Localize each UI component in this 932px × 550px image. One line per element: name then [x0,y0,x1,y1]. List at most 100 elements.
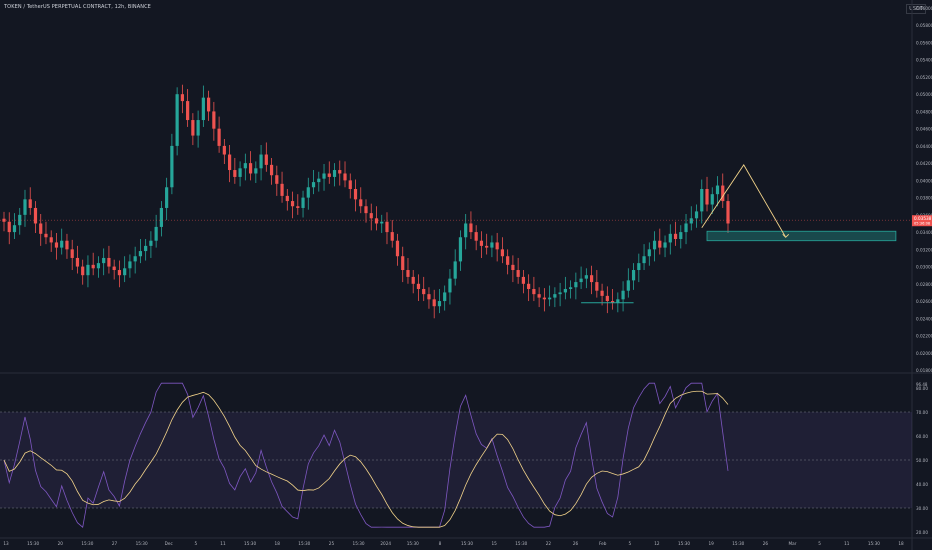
time-tick-label: 25 [329,541,335,546]
time-tick-label: 15:30 [298,541,310,546]
time-tick-label: 12 [654,541,660,546]
candle-body [490,242,494,248]
candle-body [689,218,693,224]
rsi-line [3,382,729,528]
candle-body [374,218,379,224]
candle-body [65,240,69,250]
rsi-tick-label: 20.00 [916,530,928,535]
candle-body [96,263,101,269]
price-tick-label: 0.04200 [916,161,932,166]
time-tick-label: 19 [708,541,714,546]
axes: 0.06000 0.05800 0.05600 0.05400 0.05200 0.050… [3,6,932,546]
candle-body [233,170,237,177]
candle-body [264,154,268,165]
candle-body [479,240,484,246]
candle-body [406,270,410,277]
time-tick-label: 11 [844,541,850,546]
last-price-value: 0.03538 [914,216,932,221]
candle-body [39,223,43,234]
time-tick-label: 15:30 [515,541,527,546]
candle-body [537,294,541,298]
price-tick-label: 0.02000 [916,351,932,356]
candle-body [668,233,672,243]
candle-body [647,249,651,257]
candle-body [138,251,143,257]
candle-body [631,270,636,281]
price-tick-label: 0.04600 [916,127,932,132]
candle-body [275,175,279,184]
candle-body [112,266,116,271]
candle-body [180,94,184,102]
rsi-pane [0,382,912,528]
candle-body [600,290,604,296]
candle-body [54,242,59,248]
candle-body [348,180,352,189]
candle-body [117,270,122,276]
candle-body [390,232,394,241]
demand-zone [706,230,897,242]
candle-body [563,288,567,293]
candle-body [710,194,714,205]
candle-body [280,183,284,196]
candle-body [474,232,478,241]
candle-body [7,221,11,233]
candle-body [296,206,300,208]
currency-label[interactable]: USDT [906,4,926,14]
candle-body [248,163,253,174]
candle-body [673,233,678,239]
candle-body [102,257,106,264]
candle-body [306,187,310,198]
candle-body [133,256,137,262]
candle-body [338,170,342,174]
time-tick-label: 15:30 [353,541,365,546]
last-price-badge [912,215,932,227]
candle-body [359,199,363,207]
candle-body [726,201,730,224]
pattern-arrow [782,233,790,238]
candle-body [642,256,646,264]
price-tick-label: 0.02200 [916,334,932,339]
price-tick-label: 0.04400 [916,144,932,149]
candle-body [380,221,384,224]
candle-body [553,294,557,298]
candle-body [705,189,709,205]
time-tick-label: 15:30 [407,541,419,546]
chart-title: TOKEN / TetherUS PERPETUAL CONTRACT, 12h… [4,4,151,10]
candle-body [558,292,562,295]
candle-body [86,264,90,276]
rsi-tick-label: 80.00 [916,386,928,391]
candle-body [621,290,625,300]
candle-body [149,240,153,246]
candle-body [301,197,305,208]
candle-body [464,223,468,238]
candle-body [18,214,22,226]
candle-body [432,299,436,307]
candle-body [443,292,447,302]
candle-body [584,275,588,279]
candle-body [91,264,95,269]
candle-body [715,185,720,195]
price-tick-label: 0.02600 [916,299,932,304]
candle-body [369,213,373,219]
rsi-tick-label: 60.00 [916,434,928,439]
candle-body [616,299,620,303]
candle-body [469,223,473,233]
price-tick-label: 0.05200 [916,75,932,80]
candle-body [269,164,274,176]
overlays [0,164,912,304]
last-price-countdown: 05:36:08 [914,222,931,226]
candle-body [364,206,368,214]
candle-body [332,170,337,177]
candle-body [238,168,242,177]
candle-body [33,207,38,224]
candle-body [422,288,426,295]
price-tick-label: 0.02400 [916,316,932,321]
candle-body [107,257,111,267]
price-tick-label: 0.05400 [916,58,932,63]
candle-body [506,256,510,265]
candles [2,84,730,319]
time-tick-label: 11 [220,541,226,546]
time-tick-label: 5 [818,541,821,546]
